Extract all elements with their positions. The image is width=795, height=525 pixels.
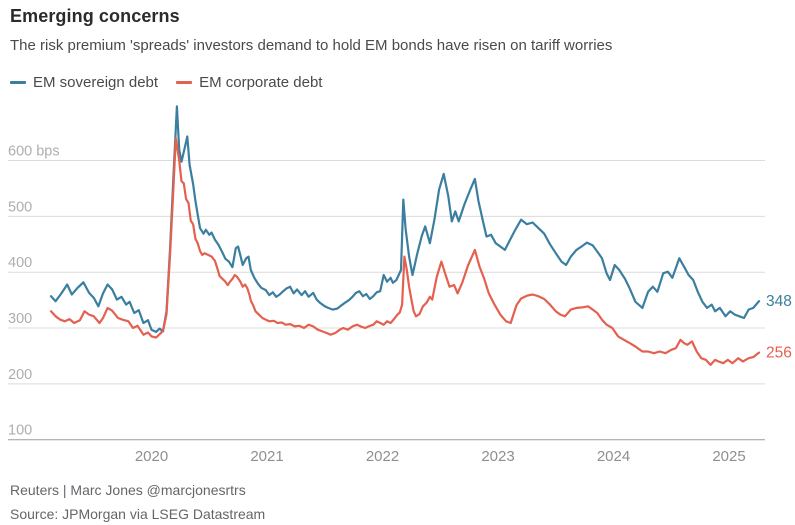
legend-label-sovereign: EM sovereign debt	[33, 74, 159, 91]
x-tick-label: 2022	[366, 448, 399, 465]
y-tick-label: 300	[8, 311, 32, 327]
sovereign-end-value-label: 348	[766, 293, 792, 310]
legend-label-corporate: EM corporate debt	[199, 74, 323, 91]
y-tick-label: 400	[8, 255, 32, 271]
chart-subtitle: The risk premium 'spreads' investors dem…	[10, 37, 613, 54]
corporate-line-swatch	[176, 81, 193, 84]
x-tick-label: 2023	[481, 448, 514, 465]
y-tick-label: 200	[8, 367, 32, 383]
x-tick-label: 2021	[250, 448, 283, 465]
credit-line: Reuters | Marc Jones @marcjonesrtrs	[10, 482, 246, 498]
y-tick-label: 600 bps	[8, 144, 60, 160]
x-tick-label: 2025	[712, 448, 745, 465]
chart-legend: EM sovereign debt EM corporate debt	[10, 74, 322, 91]
em-corporate-debt-line	[49, 137, 761, 366]
x-tick-label: 2024	[597, 448, 630, 465]
y-tick-label: 500	[8, 199, 32, 215]
x-tick-label: 2020	[135, 448, 168, 465]
sovereign-line-swatch	[10, 81, 26, 84]
legend-item-sovereign: EM sovereign debt	[10, 74, 158, 91]
corporate-end-value-label: 256	[766, 345, 792, 362]
legend-item-corporate: EM corporate debt	[176, 74, 322, 91]
em-sovereign-debt-line	[49, 105, 761, 333]
y-tick-label: 100	[8, 423, 32, 439]
page-title: Emerging concerns	[10, 6, 180, 26]
source-line: Source: JPMorgan via LSEG Datastream	[10, 506, 266, 522]
